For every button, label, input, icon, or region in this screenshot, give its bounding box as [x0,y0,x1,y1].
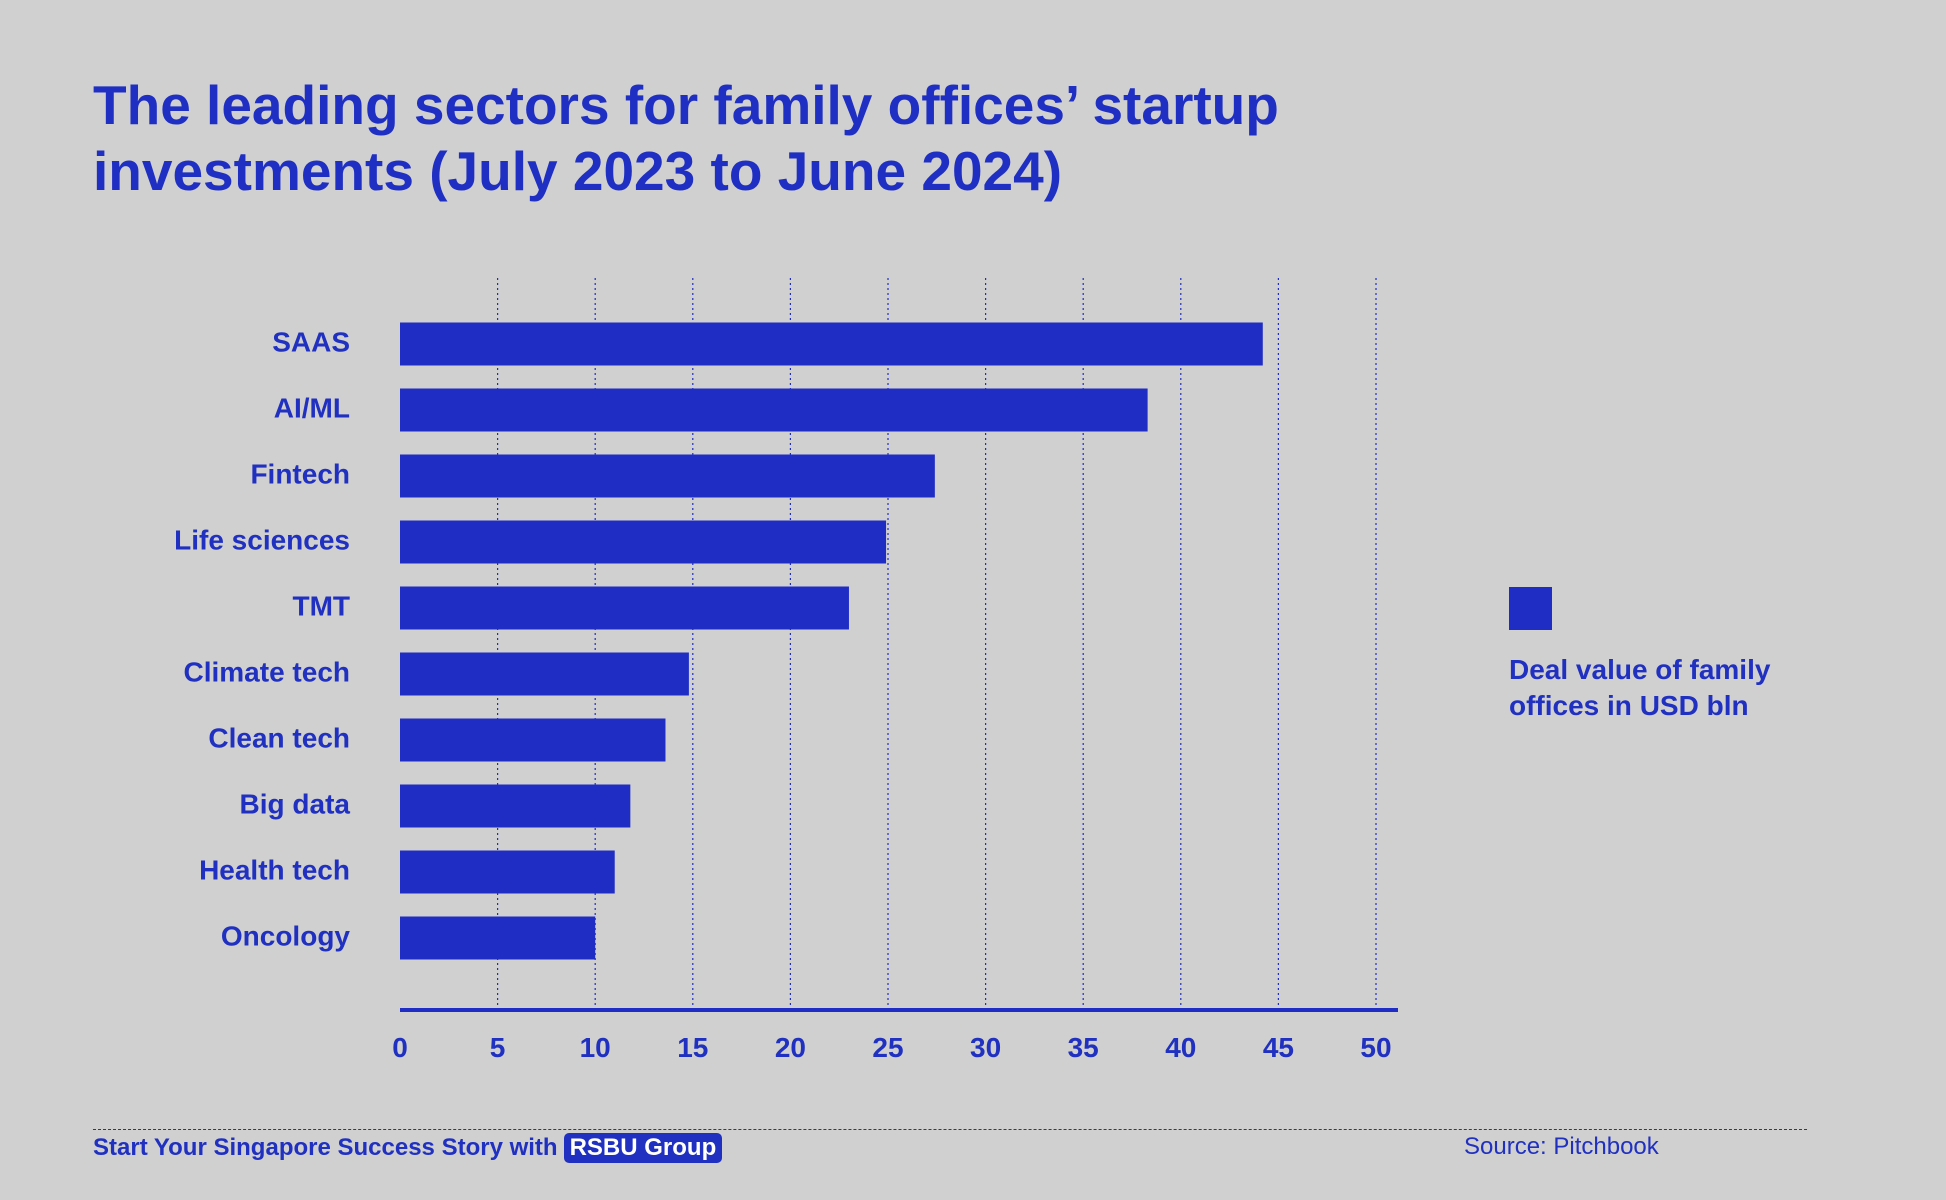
x-tick-label: 5 [490,1032,506,1063]
x-tick-label: 30 [970,1032,1001,1063]
bar [400,850,615,894]
category-label: Health tech [199,854,350,885]
x-tick-label: 10 [580,1032,611,1063]
x-tick-label: 25 [872,1032,903,1063]
chart-title: The leading sectors for family offices’ … [93,74,1279,202]
brand-badge: RSBU Group [563,1133,723,1163]
bar [400,784,631,828]
footer-tagline-text: Start Your Singapore Success Story with [93,1134,558,1161]
x-tick-label: 0 [392,1032,408,1063]
legend-swatch [1509,587,1552,630]
source-note: Source: Pitchbook [1464,1133,1659,1160]
category-label: Oncology [221,920,351,951]
category-label: Big data [240,788,351,819]
x-tick-label: 40 [1165,1032,1196,1063]
category-label: SAAS [272,326,350,357]
grid-lines [497,278,1377,1010]
x-tick-label: 50 [1360,1032,1391,1063]
bar [400,388,1148,432]
category-label: Fintech [250,458,350,489]
category-label: Climate tech [184,656,351,687]
bars [400,322,1263,960]
category-label: AI/ML [274,392,350,423]
bar [400,322,1263,366]
legend-label: Deal value of family offices in USD bln [1509,654,1771,721]
bar [400,718,666,762]
x-tick-label: 15 [677,1032,708,1063]
footer-divider [93,1129,1807,1130]
x-tick-label: 45 [1263,1032,1294,1063]
x-tick-labels: 0 5 10 15 20 25 30 35 40 45 50 [392,1032,1391,1063]
bar [400,652,689,696]
bar [400,454,935,498]
category-label: Life sciences [174,524,350,555]
bar [400,520,887,564]
footer-tagline: Start Your Singapore Success Story with R… [93,1133,723,1163]
category-label: TMT [292,590,350,621]
x-tick-label: 35 [1068,1032,1099,1063]
category-label: Clean tech [208,722,350,753]
x-tick-label: 20 [775,1032,806,1063]
category-labels: SAAS AI/ML Fintech Life sciences TMT Climate … [174,326,350,951]
bar [400,586,849,630]
bar [400,916,596,960]
